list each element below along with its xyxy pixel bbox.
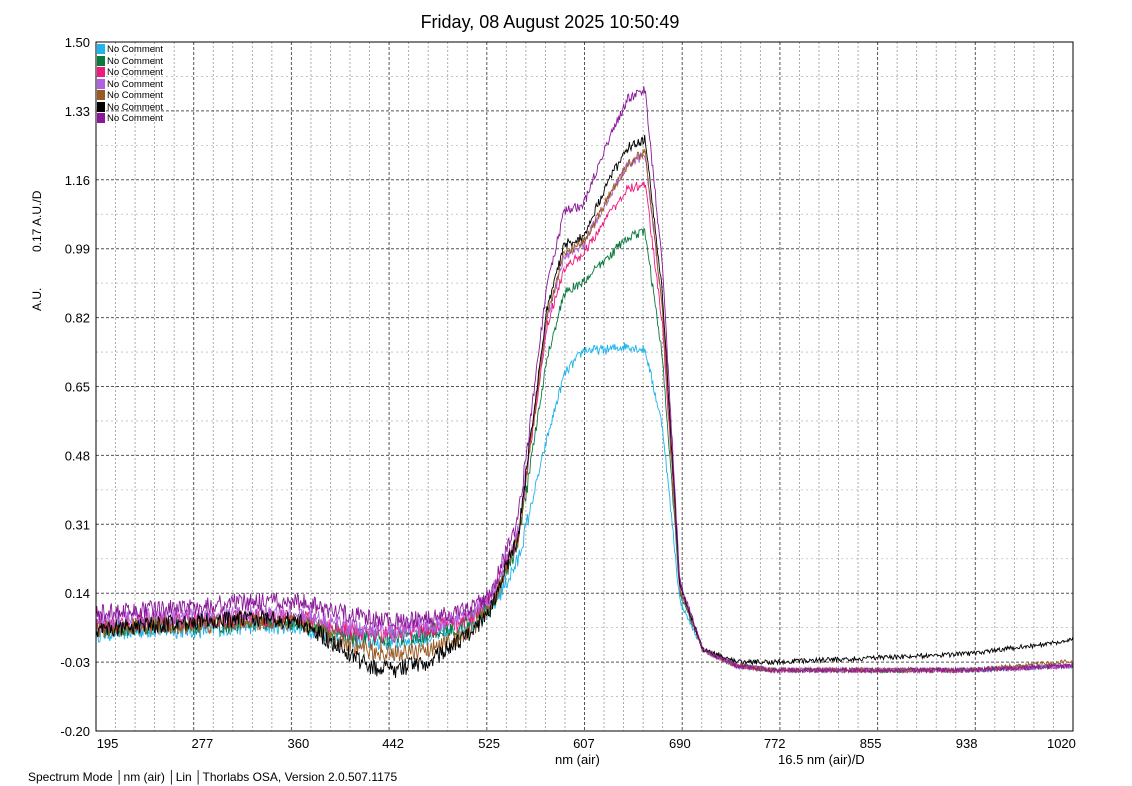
legend-item: No Comment bbox=[97, 55, 163, 67]
legend-label: No Comment bbox=[107, 90, 163, 101]
x-tick-label: 607 bbox=[573, 736, 595, 751]
legend-label: No Comment bbox=[107, 113, 163, 124]
x-tick-label: 277 bbox=[192, 736, 214, 751]
x-tick-label: 690 bbox=[669, 736, 691, 751]
legend-swatch bbox=[97, 113, 105, 123]
y-tick-label: -0.03 bbox=[60, 655, 90, 670]
y-tick-label: 0.48 bbox=[65, 448, 90, 463]
legend-swatch bbox=[97, 90, 105, 100]
axes: 1.50 1.33 1.16 0.99 0.82 0.65 0.48 0.31 0.14 -0.0… bbox=[60, 35, 1076, 751]
x-tick-label: 855 bbox=[860, 736, 882, 751]
x-tick-label: 360 bbox=[287, 736, 309, 751]
x-axis-label: nm (air) bbox=[555, 752, 600, 767]
y-tick-label: 1.50 bbox=[65, 35, 90, 50]
legend-swatch bbox=[97, 101, 105, 112]
series-line bbox=[95, 134, 1074, 679]
series-line bbox=[95, 86, 1074, 675]
legend-item: No Comment bbox=[97, 113, 163, 124]
legend-item: No Comment bbox=[97, 101, 163, 113]
plot-border bbox=[95, 41, 1074, 732]
legend-label: No Comment bbox=[107, 78, 163, 90]
status-bar: Spectrum Mode │nm (air) │Lin │Thorlabs O… bbox=[28, 770, 398, 784]
y-tick-label: 0.99 bbox=[65, 242, 90, 257]
legend-item: No Comment bbox=[97, 90, 163, 101]
x-tick-label: 525 bbox=[478, 736, 500, 751]
legend-item: No Comment bbox=[97, 44, 163, 55]
legend-swatch bbox=[97, 78, 105, 89]
series-line bbox=[95, 181, 1074, 674]
x-tick-label: 195 bbox=[97, 736, 119, 751]
legend-label: No Comment bbox=[107, 44, 163, 55]
y-tick-label: 0.65 bbox=[65, 380, 90, 395]
grid bbox=[96, 42, 1073, 731]
legend-label: No Comment bbox=[107, 101, 163, 113]
x-tick-label: 442 bbox=[382, 736, 404, 751]
y-tick-label: 0.82 bbox=[65, 311, 90, 326]
series-line bbox=[95, 148, 1074, 675]
y-tick-label: -0.20 bbox=[60, 724, 90, 739]
legend-swatch bbox=[97, 55, 105, 66]
y-tick-label: 0.14 bbox=[65, 586, 90, 601]
y-axis-label: A.U. bbox=[30, 287, 44, 311]
x-tick-label: 1020 bbox=[1047, 736, 1076, 751]
y-division-label: 0.17 A.U./D bbox=[30, 190, 44, 252]
legend-swatch bbox=[97, 67, 105, 77]
chart-title: Friday, 08 August 2025 10:50:49 bbox=[420, 12, 680, 32]
x-division-label: 16.5 nm (air)/D bbox=[778, 752, 865, 767]
series-layer bbox=[95, 86, 1074, 679]
y-tick-label: 0.31 bbox=[65, 517, 90, 532]
legend-label: No Comment bbox=[107, 67, 163, 78]
legend-label: No Comment bbox=[107, 55, 163, 67]
y-tick-label: 1.16 bbox=[65, 173, 90, 188]
y-tick-label: 1.33 bbox=[65, 104, 90, 119]
legend-item: No Comment bbox=[97, 78, 163, 90]
x-tick-label: 772 bbox=[764, 736, 786, 751]
legend-item: No Comment bbox=[97, 67, 163, 78]
legend-swatch bbox=[97, 44, 105, 54]
x-tick-label: 938 bbox=[956, 736, 978, 751]
